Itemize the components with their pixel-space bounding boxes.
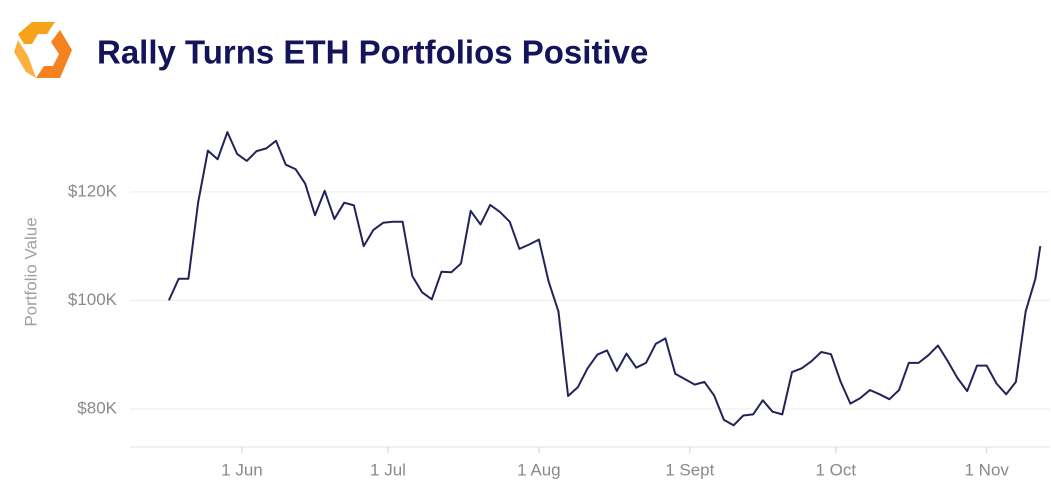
line-series	[167, 131, 1042, 427]
logo-shape	[14, 40, 36, 78]
y-tick-label: $100K	[68, 290, 118, 309]
x-tick-label: 1 Sept	[665, 460, 714, 479]
logo-shape	[18, 22, 55, 44]
y-tick-label: $80K	[77, 398, 117, 417]
chart-title: Rally Turns ETH Portfolios Positive	[97, 34, 648, 71]
logo	[14, 22, 72, 78]
x-tick-label: 1 Jul	[370, 460, 406, 479]
x-tick-label: 1 Jun	[221, 460, 263, 479]
x-tick-label: 1 Oct	[816, 460, 857, 479]
x-tick-label: 1 Aug	[517, 460, 561, 479]
x-tick-label: 1 Nov	[965, 460, 1010, 479]
logo-shape	[36, 30, 72, 78]
y-axis-label: Portfolio Value	[21, 217, 40, 326]
y-tick-label: $120K	[68, 181, 118, 200]
